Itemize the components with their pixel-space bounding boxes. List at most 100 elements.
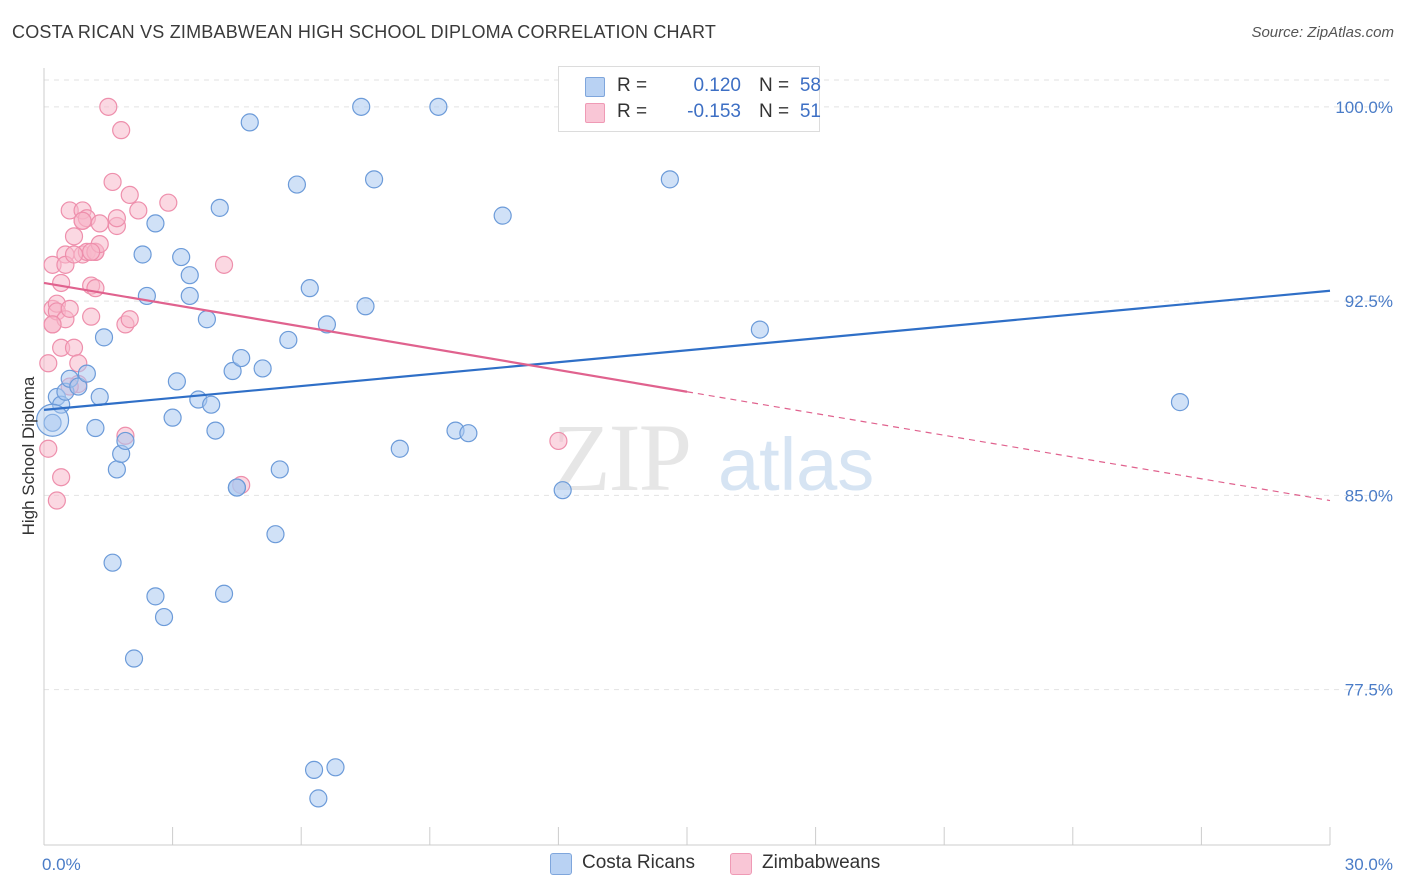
zimbabweans-point	[120, 310, 139, 329]
costa-ricans-point	[429, 97, 448, 116]
costa-ricans-point	[326, 758, 345, 777]
costa-ricans-point	[232, 348, 251, 368]
legend-n-value: 58	[799, 75, 821, 96]
tick-labels: 77.5% 85.0% 92.5% 100.0% 0.0% 30.0%	[42, 98, 1393, 874]
zimbabweans-point	[90, 214, 109, 233]
watermark: ZIP atlas	[552, 404, 874, 511]
zimbabweans-point	[103, 172, 122, 192]
zimbabweans-point	[39, 439, 58, 458]
costa-ricans-point	[107, 460, 126, 479]
legend-r-label: R =	[617, 101, 648, 122]
costa-ricans-point	[94, 328, 114, 347]
zimbabweans-point	[214, 255, 234, 274]
costa-ricans-point	[90, 387, 109, 407]
zimbabweans-point	[82, 242, 101, 261]
costa-ricans-point	[180, 286, 199, 306]
legend-r-value: 0.120	[693, 75, 741, 96]
costa-ricans-point	[133, 245, 152, 264]
zimbabweans-trend-dashed	[686, 391, 1331, 502]
costa-ricans-point	[172, 247, 191, 267]
costa-ricans-point	[660, 170, 679, 189]
costa-ricans-point	[69, 377, 88, 396]
legend-swatch-blue	[585, 77, 605, 97]
legend-n-label: N =	[759, 101, 790, 122]
zimbabweans-point	[549, 431, 568, 451]
costa-ricans-point	[304, 760, 324, 779]
costa-ricans-point	[103, 553, 122, 572]
costa-ricans-point	[223, 361, 242, 381]
costa-ricans-point	[227, 478, 246, 497]
legend-r-value: -0.153	[687, 101, 741, 122]
legend-n-label: N =	[759, 75, 790, 96]
x-tick-label-max: 30.0%	[1345, 855, 1393, 874]
zimbabweans-point	[73, 211, 92, 230]
bottom-legend-swatch-pink	[730, 853, 752, 875]
zimbabweans-point	[43, 315, 62, 334]
zimbabweans-point	[159, 193, 178, 212]
costa-ricans-point	[77, 364, 96, 383]
costa-ricans-point	[146, 587, 165, 606]
zimbabweans-point	[120, 185, 139, 205]
zimbabweans-point	[86, 279, 105, 298]
costa-ricans-point	[206, 421, 225, 440]
zimbabweans-point	[99, 97, 118, 116]
y-tick-label: 77.5%	[1345, 681, 1393, 700]
costa-ricans-point	[390, 439, 409, 458]
costa-ricans-point	[300, 279, 319, 298]
costa-ricans-point	[266, 525, 285, 544]
legend-n-value: 51	[799, 101, 821, 122]
y-tick-label: 85.0%	[1345, 486, 1393, 505]
zimbabweans-point	[52, 468, 71, 487]
costa-ricans-point	[163, 408, 182, 427]
zimbabweans-point	[64, 227, 84, 246]
costa-ricans-point	[287, 175, 307, 194]
zimbabweans-point	[47, 491, 66, 510]
costa-ricans-point	[279, 330, 298, 350]
watermark-atlas: atlas	[718, 423, 874, 506]
costa-ricans-point	[1170, 393, 1190, 412]
costa-ricans-point	[116, 431, 135, 451]
legend-swatch-pink	[585, 103, 605, 123]
costa-ricans-point-large	[35, 403, 70, 437]
legend-r-label: R =	[617, 75, 648, 96]
zimbabweans-point	[60, 299, 79, 318]
costa-ricans-point	[750, 320, 769, 339]
costa-ricans-point	[146, 214, 165, 233]
costa-ricans-point	[210, 198, 229, 217]
costa-ricans-points	[35, 97, 1190, 808]
costa-ricans-point	[253, 359, 272, 378]
costa-ricans-point	[86, 418, 105, 438]
costa-ricans-point	[240, 113, 259, 132]
bottom-legend-label: Costa Ricans	[582, 852, 695, 873]
costa-ricans-point	[202, 395, 221, 414]
zimbabweans-points	[39, 97, 568, 510]
costa-ricans-point	[270, 460, 289, 479]
grid-lines	[44, 79, 1394, 691]
costa-ricans-trend-solid	[43, 289, 1331, 411]
costa-ricans-point	[356, 297, 375, 316]
zimbabweans-trend-solid	[43, 281, 688, 393]
zimbabweans-point	[107, 209, 126, 228]
y-tick-label: 100.0%	[1335, 98, 1393, 117]
costa-ricans-point	[493, 206, 512, 225]
costa-ricans-point	[167, 372, 186, 391]
legend-box: R = 0.120 N = 58 R = -0.153 N = 51	[558, 66, 821, 132]
costa-ricans-point	[352, 97, 371, 116]
costa-ricans-point	[317, 315, 337, 334]
zimbabweans-point	[82, 307, 101, 326]
costa-ricans-point	[124, 649, 144, 668]
zimbabweans-point	[52, 273, 71, 293]
bottom-legend-swatch-blue	[550, 853, 572, 875]
zimbabweans-point	[64, 245, 84, 264]
y-axis-label: High School Diploma	[19, 376, 38, 535]
costa-ricans-point	[197, 310, 216, 329]
costa-ricans-point	[43, 413, 62, 432]
costa-ricans-point	[364, 170, 384, 189]
source-label: Source: ZipAtlas.com	[1251, 24, 1394, 41]
zimbabweans-point	[39, 354, 58, 373]
zimbabweans-point	[129, 201, 148, 220]
watermark-zip: ZIP	[552, 404, 690, 511]
y-tick-label: 92.5%	[1345, 292, 1393, 311]
zimbabweans-point	[112, 121, 131, 140]
